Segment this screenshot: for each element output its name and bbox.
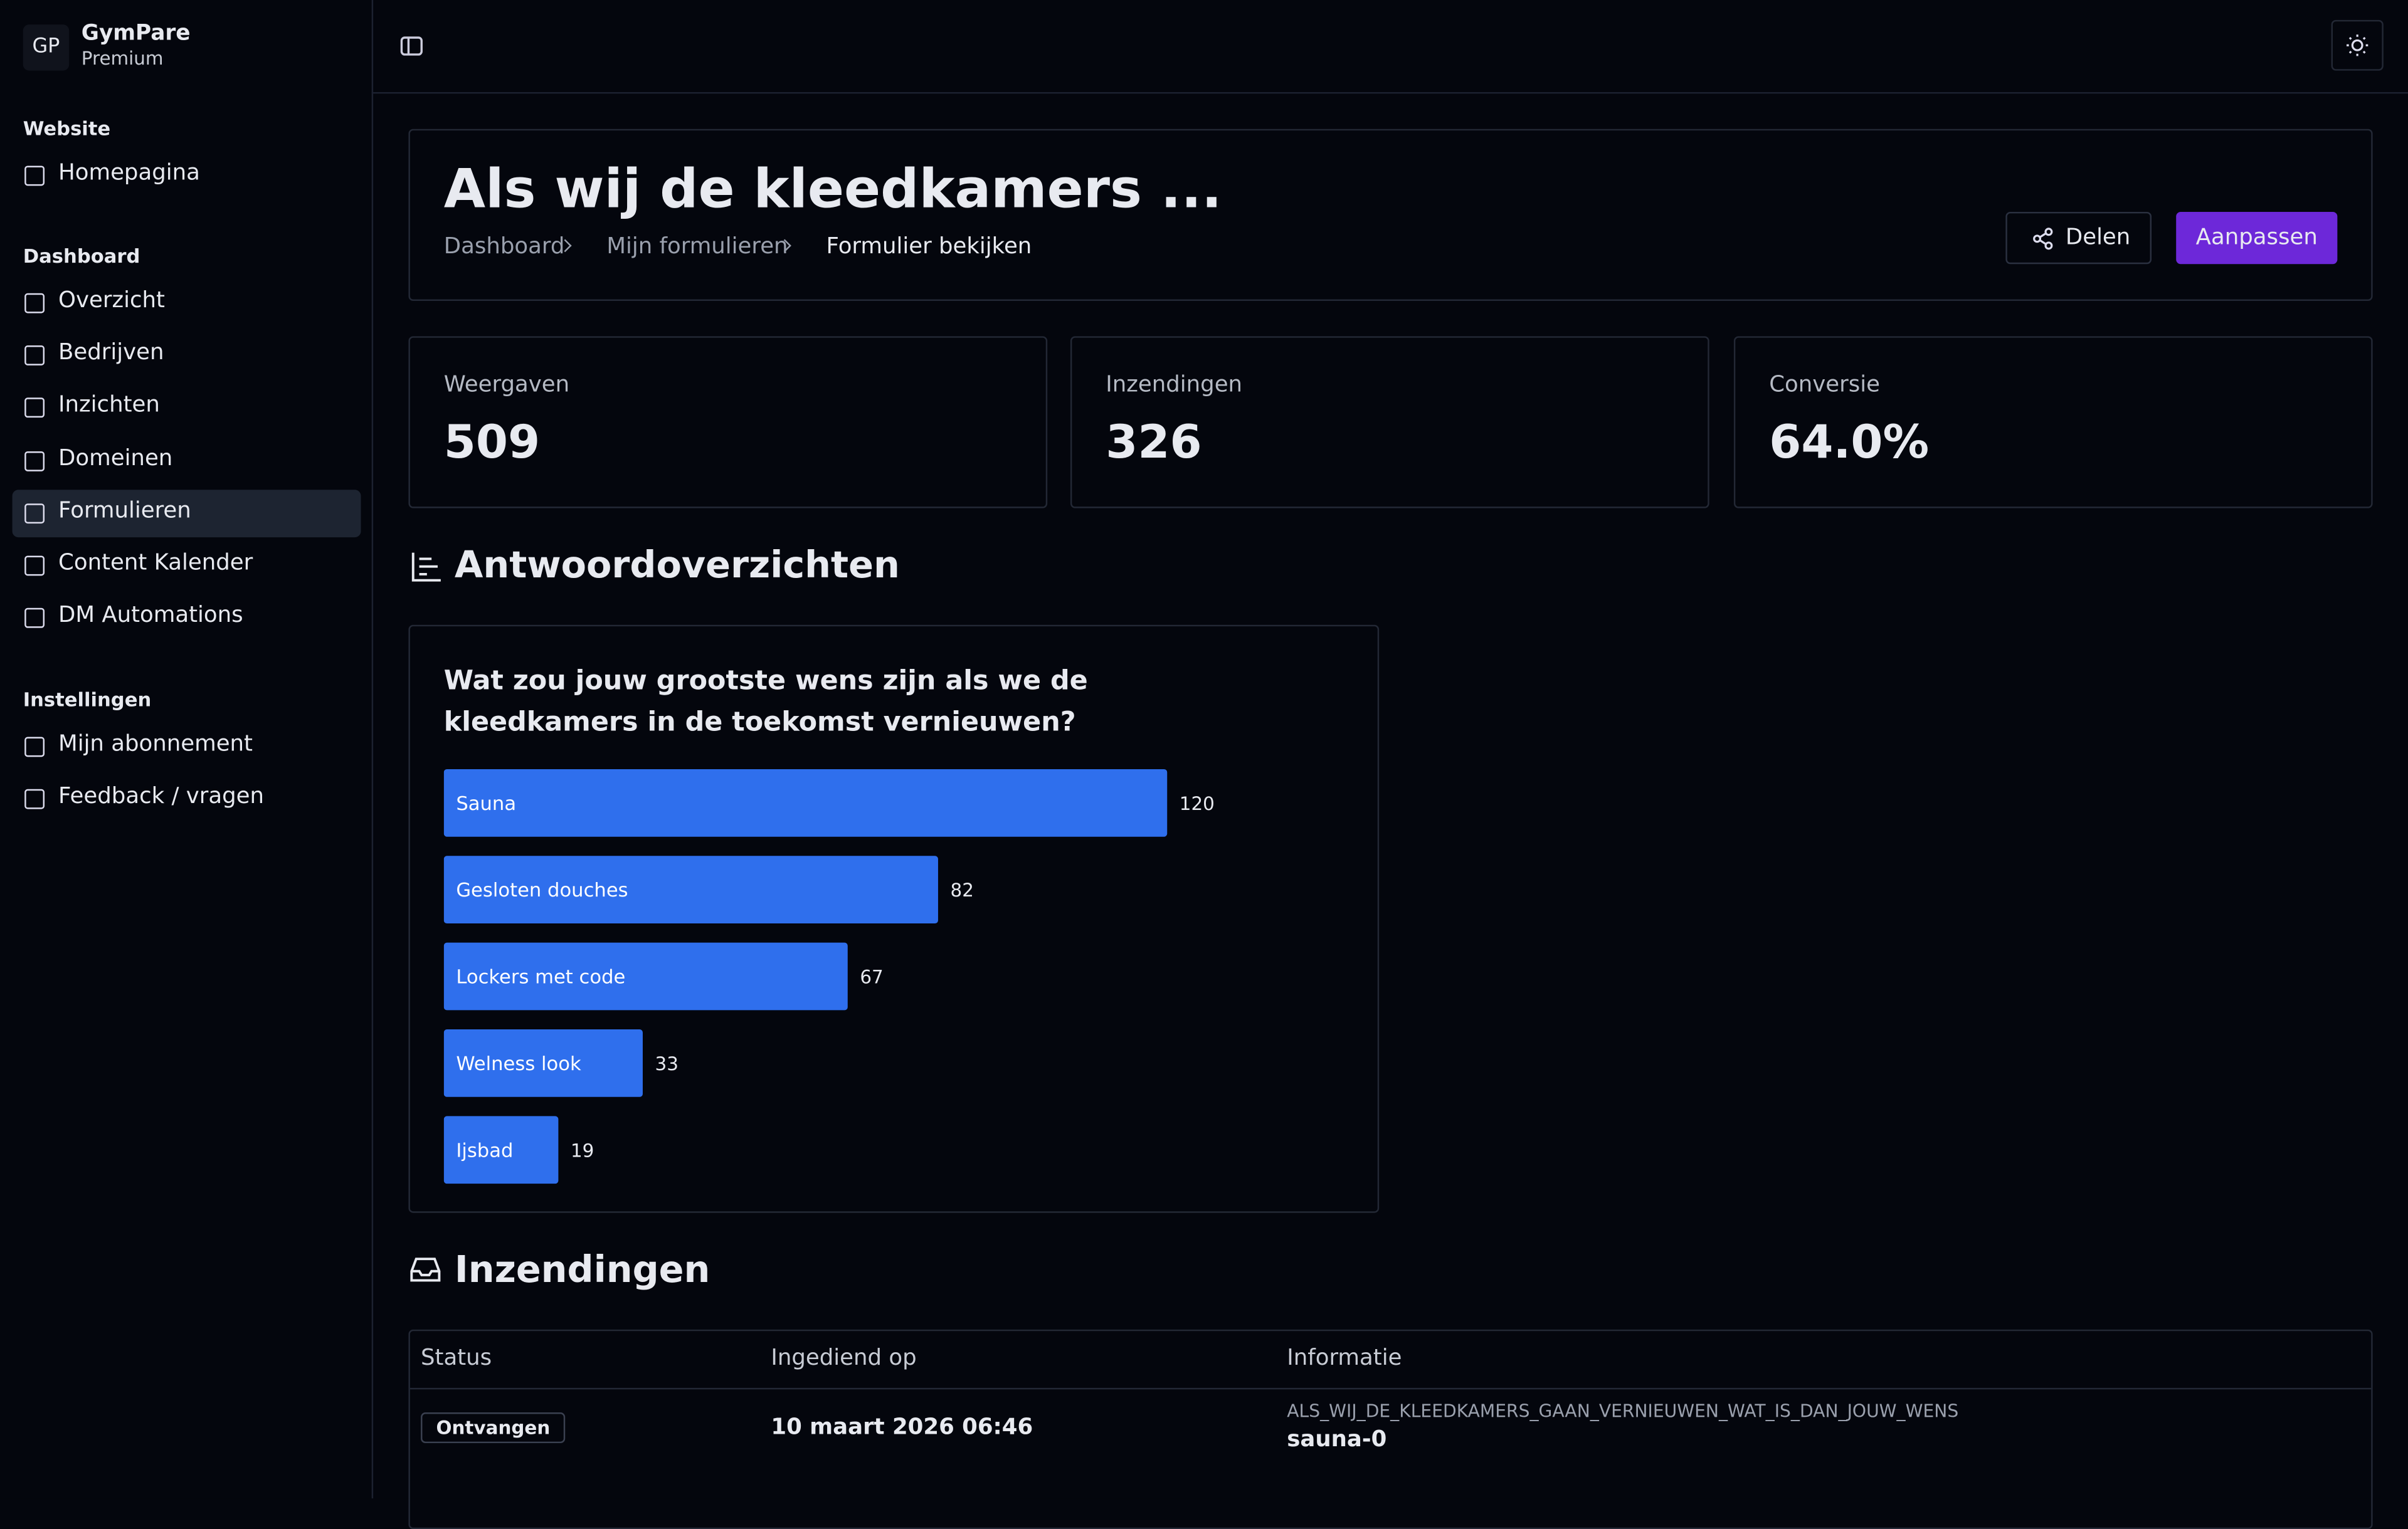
sidebar-toggle[interactable]: [399, 34, 424, 58]
column-header: Ingediend op: [771, 1346, 917, 1371]
bar-label: Ijsbad: [456, 1140, 513, 1162]
value-label: 19: [571, 1140, 594, 1161]
theme-toggle[interactable]: [2331, 19, 2384, 71]
bar-label: Sauna: [456, 793, 516, 815]
submitted-date: 10 maart 2026 06:46: [771, 1415, 1033, 1441]
nav-item[interactable]: Formulieren: [58, 498, 191, 523]
section-title: Antwoordoverzichten: [454, 543, 900, 587]
field-answer: sauna-0: [1287, 1427, 1387, 1453]
bar-label: Lockers met code: [456, 967, 625, 989]
stat-label: Weergaven: [443, 373, 570, 398]
column-header: Informatie: [1287, 1346, 1402, 1371]
nav-icon: [24, 398, 45, 419]
bar: [443, 1029, 643, 1097]
page-title: Als wij de kleedkamers ...: [443, 159, 1222, 221]
nav-item[interactable]: DM Automations: [58, 603, 243, 629]
nav-item[interactable]: Homepagina: [58, 161, 200, 186]
breadcrumb-item[interactable]: Mijn formulieren: [606, 234, 788, 260]
section-title: Inzendingen: [454, 1248, 710, 1291]
nav-item[interactable]: Feedback / vragen: [58, 784, 264, 810]
breadcrumb-item: Formulier bekijken: [826, 234, 1032, 260]
share-button[interactable]: Delen: [2005, 211, 2152, 265]
nav-item[interactable]: Inzichten: [58, 393, 160, 419]
question: Wat zou jouw grootste wens zijn als we d…: [443, 666, 1088, 738]
inbox-icon: [410, 1258, 441, 1282]
bar-label: Welness look: [456, 1053, 581, 1075]
value-label: 67: [860, 967, 883, 988]
nav-icon: [24, 345, 45, 366]
stat-card: [1733, 336, 2373, 508]
breadcrumb-item[interactable]: Dashboard: [443, 234, 565, 260]
table-divider: [409, 1387, 2372, 1390]
stat-label: Conversie: [1769, 373, 1880, 398]
status-badge: Ontvangen: [421, 1412, 566, 1444]
stat-label: Inzendingen: [1106, 373, 1243, 398]
nav-icon: [24, 737, 45, 757]
brand-name: GymPare: [81, 21, 191, 46]
bar: [443, 1116, 559, 1184]
brand-plan: Premium: [81, 47, 164, 70]
edit-button[interactable]: Aanpassen: [2176, 211, 2338, 265]
chart-card: [408, 624, 1380, 1213]
nav-icon: [24, 503, 45, 523]
sidebar: [0, 0, 374, 1499]
field-key: ALS_WIJ_DE_KLEEDKAMERS_GAAN_VERNIEUWEN_W…: [1287, 1400, 1959, 1422]
header-card: [408, 129, 2373, 302]
bar: [443, 769, 1168, 837]
value-label: 33: [655, 1053, 679, 1075]
value-label: 82: [951, 880, 974, 901]
bar: [443, 856, 938, 924]
column-header: Status: [421, 1346, 492, 1371]
nav-item[interactable]: Domeinen: [58, 446, 173, 471]
stat-value: 64.0%: [1769, 416, 1930, 470]
nav-item[interactable]: Mijn abonnement: [58, 732, 253, 757]
nav-item[interactable]: Bedrijven: [58, 341, 164, 366]
nav-group-label: Website: [23, 117, 111, 140]
bar-chart: Sauna 120 Gesloten douches 82 Lockers met co…: [443, 769, 1215, 1184]
bar-label: Gesloten douches: [456, 880, 628, 901]
nav-icon: [24, 451, 45, 471]
topbar-border: [371, 92, 2408, 94]
stat-value: 509: [443, 416, 541, 470]
nav-item[interactable]: Overzicht: [58, 288, 165, 313]
chart-icon: [411, 552, 441, 582]
share-icon: [2033, 228, 2053, 250]
nav-icon: [24, 293, 45, 313]
nav-icon: [24, 789, 45, 810]
share-label: Delen: [2065, 226, 2131, 251]
nav-item[interactable]: Content Kalender: [58, 551, 253, 576]
stat-card: [408, 336, 1048, 508]
brand-logo: GP: [23, 24, 70, 71]
nav-group-label: Instellingen: [23, 688, 152, 711]
value-label: 120: [1180, 793, 1215, 814]
stat-value: 326: [1106, 416, 1202, 470]
bar: [443, 942, 848, 1011]
nav-icon: [24, 608, 45, 629]
sun-icon: [2347, 34, 2368, 56]
nav-icon: [24, 555, 45, 576]
nav-group-label: Dashboard: [23, 244, 140, 268]
nav-icon: [24, 166, 45, 186]
stat-card: [1070, 336, 1709, 508]
nav-active-bg: [12, 489, 361, 537]
